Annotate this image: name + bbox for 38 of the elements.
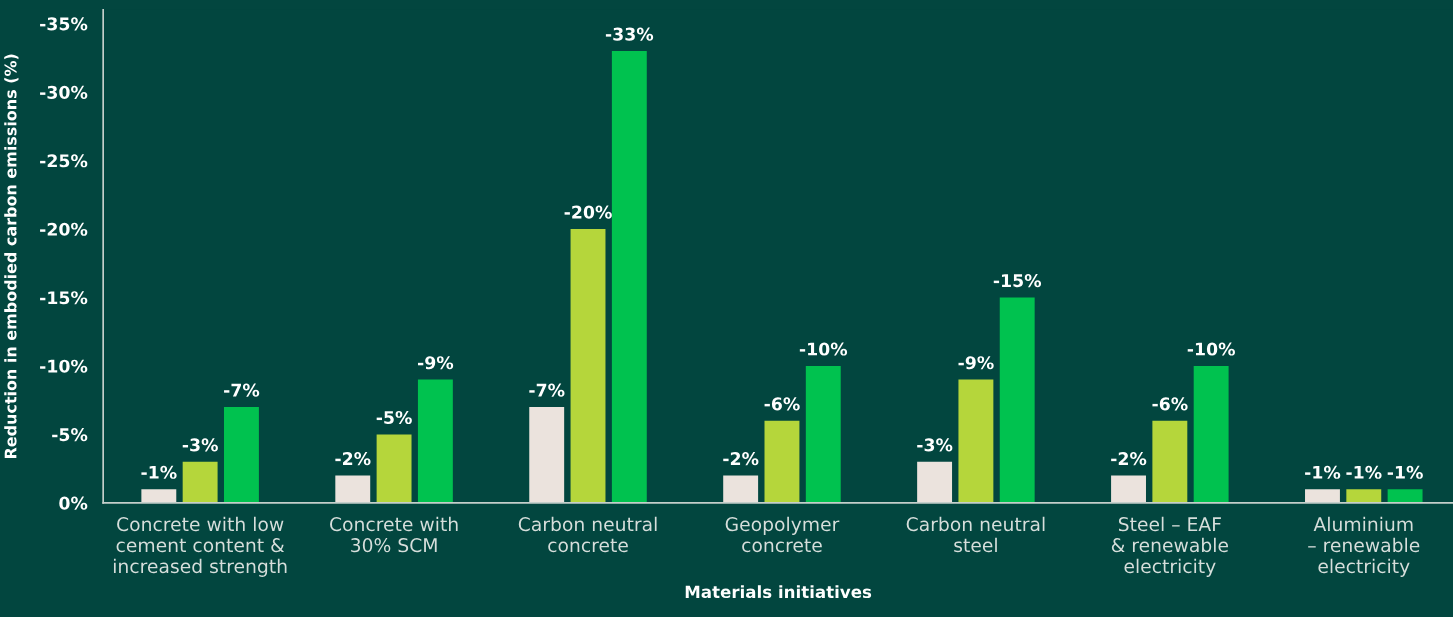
data-label: -10% [799,342,848,356]
data-label: -20% [564,205,612,219]
y-tick-label: -25% [40,154,88,168]
data-label: -1% [141,465,177,479]
y-tick-label: -10% [40,359,88,373]
data-label: -3% [917,438,953,452]
y-tick-label: -15% [40,291,88,305]
data-label: -6% [764,397,800,411]
data-label: -1% [1346,465,1382,479]
data-label: -1% [1387,465,1423,479]
data-label: -33% [605,27,654,41]
data-label: -9% [958,356,994,370]
x-tick-label: Geopolymer concrete [725,516,840,553]
y-tick-label: -20% [40,222,88,236]
x-tick-label: Concrete with 30% SCM [330,516,458,553]
x-tick-label: Concrete with low cement content & increased strength [113,516,287,577]
x-tick-label: Carbon neutral concrete [518,516,657,553]
data-label: -2% [335,452,371,466]
data-label: -2% [1111,452,1147,466]
x-axis-title: Materials initiatives [685,585,872,599]
data-label: -10% [1187,342,1235,356]
y-tick-label: -30% [40,85,88,99]
y-axis-title: Reduction in embodied carbon emissions (%) [4,54,19,459]
data-label: -7% [224,383,260,397]
data-label: -2% [723,452,759,466]
data-label: -5% [376,410,412,425]
x-tick-label: Steel – EAF & renewable electricity [1111,516,1228,577]
data-label: -6% [1152,397,1188,411]
data-label: -15% [993,274,1042,288]
y-tick-label: -5% [52,428,88,442]
x-tick-label: Carbon neutral steel [906,516,1045,553]
data-label: -3% [182,438,218,452]
data-label: -7% [529,383,565,397]
y-tick-label: 0% [59,496,88,510]
y-tick-label: -35% [40,17,88,31]
data-label: -9% [417,356,454,370]
data-label: -1% [1305,465,1341,479]
x-tick-label: Aluminium – renewable electricity [1308,516,1420,577]
